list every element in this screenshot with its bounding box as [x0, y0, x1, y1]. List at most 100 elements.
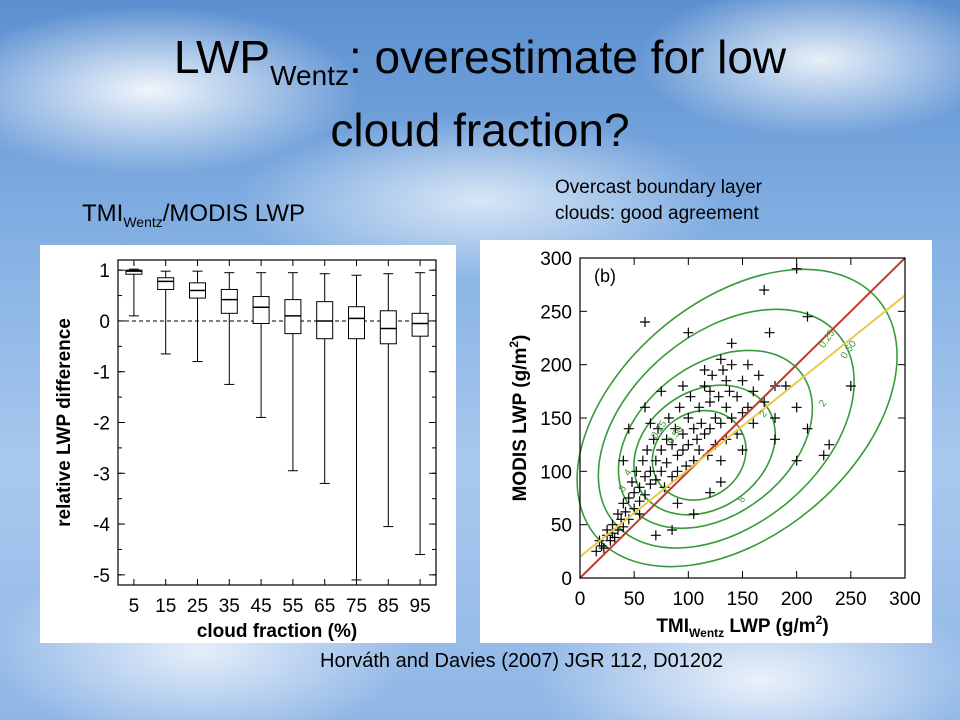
- scatter-point: [753, 370, 764, 381]
- citation: Horváth and Davies (2007) JGR 112, D0120…: [320, 650, 724, 672]
- scatter-point: [674, 402, 685, 413]
- y-tick-label: 250: [540, 302, 572, 323]
- box: [157, 277, 175, 290]
- scatter-point: [607, 519, 618, 530]
- scatter-point: [791, 455, 802, 466]
- scatter-point: [648, 434, 659, 445]
- scatter-point: [699, 365, 710, 375]
- scatter-point: [681, 461, 692, 471]
- scatter-point: [707, 370, 718, 381]
- scatter-point: [661, 457, 672, 468]
- scatter-point: [791, 263, 802, 274]
- scatter-point: [791, 402, 802, 413]
- contour-label: 8: [736, 494, 748, 505]
- title-line2: cloud fraction?: [330, 104, 630, 156]
- title-main: LWP: [173, 31, 271, 83]
- scatter-point: [677, 445, 688, 455]
- y-tick-label: -5: [93, 566, 110, 587]
- scatter-point: [718, 365, 728, 375]
- y-tick-label: 300: [540, 249, 572, 270]
- scatter-point: [737, 445, 748, 455]
- title-rest: : overestimate for low: [348, 31, 787, 83]
- x-tick-label: 95: [410, 596, 431, 617]
- scatter-point: [770, 413, 780, 423]
- box: [125, 269, 143, 275]
- scatter-point: [713, 391, 724, 402]
- scatter-point: [685, 391, 696, 402]
- x-tick-label: 45: [251, 596, 272, 617]
- scatter-point: [645, 479, 656, 490]
- scatter-point: [667, 471, 678, 482]
- left-plot-label: TMIWentz/MODIS LWP: [82, 200, 305, 230]
- scatter-point: [645, 466, 656, 477]
- scatter-point: [748, 418, 759, 429]
- scatter-point: [715, 354, 726, 365]
- scatter-point: [705, 397, 715, 407]
- scatter-point: [645, 418, 656, 429]
- scatter-point: [598, 543, 609, 554]
- scatter-point: [748, 386, 759, 397]
- scatter-point: [634, 482, 645, 493]
- y-tick-label: -1: [93, 363, 110, 384]
- scatter-point: [694, 402, 705, 413]
- right-plot-label: Overcast boundary layer clouds: good agr…: [555, 175, 885, 227]
- scatter-point: [661, 434, 672, 445]
- scatter-point: [824, 439, 835, 450]
- box: [284, 299, 302, 335]
- x-tick-label: 75: [346, 596, 367, 617]
- scatter-point: [683, 439, 694, 450]
- scatter-point: [705, 487, 715, 498]
- x-tick-label: 100: [672, 589, 704, 610]
- slide-title: LWPWentz: overestimate for low cloud fra…: [60, 30, 900, 157]
- box: [252, 296, 270, 324]
- scatter-point: [715, 418, 726, 429]
- contour-label: 0.50: [839, 338, 859, 361]
- scatter-point: [845, 381, 856, 391]
- scatter-point: [705, 423, 715, 434]
- scatter-point: [710, 413, 721, 423]
- x-tick-label: 55: [282, 596, 303, 617]
- scatter-point: [726, 338, 737, 349]
- contour-label: 2: [817, 398, 829, 409]
- scatter-point: [656, 466, 667, 477]
- density-contour: [576, 268, 898, 568]
- right-label-line2: clouds: good agreement: [555, 203, 759, 224]
- scatter-point: [705, 386, 715, 397]
- scatter-point: [677, 381, 688, 391]
- scatter-point: [721, 375, 732, 386]
- scatter-point: [770, 434, 780, 445]
- scatter-point: [667, 439, 678, 450]
- scatter-point: [742, 359, 753, 370]
- scatter-point: [696, 418, 707, 429]
- box: [316, 301, 334, 340]
- scatter-point: [634, 496, 645, 507]
- scatter-point: [780, 381, 791, 391]
- y-tick-label: 0: [561, 569, 572, 590]
- scatter-point: [612, 509, 623, 519]
- x-tick-label: 5: [129, 596, 140, 617]
- y-tick-label: 200: [540, 356, 572, 377]
- scatter-point: [659, 482, 670, 493]
- scatter-point: [642, 445, 653, 455]
- scatter-point: [699, 381, 710, 391]
- y-tick-label: 50: [551, 516, 572, 537]
- x-tick-label: 300: [889, 589, 921, 610]
- regression-line: [579, 294, 906, 558]
- scatter-point: [759, 285, 770, 295]
- scatter-point: [726, 413, 737, 423]
- scatter-point: [732, 391, 743, 402]
- scatter-point: [737, 407, 748, 418]
- contour-label: 4: [622, 467, 634, 478]
- density-contour: [597, 308, 855, 549]
- scatter-point: [699, 429, 710, 439]
- scatter-point: [818, 450, 829, 461]
- scatter-point: [623, 493, 634, 503]
- x-tick-label: 50: [624, 589, 645, 610]
- scatter-point: [802, 423, 813, 434]
- y-tick-label: 100: [540, 462, 572, 483]
- scatter-point: [640, 489, 650, 500]
- x-tick-label: 35: [219, 596, 240, 617]
- boxplot-panel: 1 0 -1 -2 -3 -4 -5 5 15 25 35 45 55 65 75 85 95 cloud fra…: [40, 245, 456, 643]
- left-label-post: /MODIS LWP: [162, 200, 305, 227]
- scatter-point: [629, 487, 640, 498]
